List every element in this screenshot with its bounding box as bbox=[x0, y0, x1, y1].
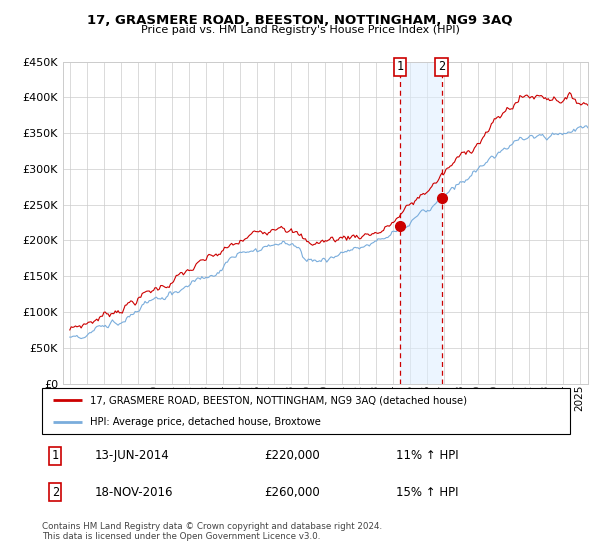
Text: £260,000: £260,000 bbox=[264, 486, 320, 498]
Text: 2: 2 bbox=[52, 486, 59, 498]
Text: Contains HM Land Registry data © Crown copyright and database right 2024.
This d: Contains HM Land Registry data © Crown c… bbox=[42, 522, 382, 542]
Text: 2: 2 bbox=[438, 60, 445, 73]
Bar bbox=[400, 62, 442, 384]
Text: 17, GRASMERE ROAD, BEESTON, NOTTINGHAM, NG9 3AQ: 17, GRASMERE ROAD, BEESTON, NOTTINGHAM, … bbox=[87, 14, 513, 27]
Text: 1: 1 bbox=[52, 449, 59, 462]
Text: 13-JUN-2014: 13-JUN-2014 bbox=[95, 449, 170, 462]
Text: 15% ↑ HPI: 15% ↑ HPI bbox=[396, 486, 458, 498]
Text: Price paid vs. HM Land Registry's House Price Index (HPI): Price paid vs. HM Land Registry's House … bbox=[140, 25, 460, 35]
Text: 11% ↑ HPI: 11% ↑ HPI bbox=[396, 449, 458, 462]
Text: 17, GRASMERE ROAD, BEESTON, NOTTINGHAM, NG9 3AQ (detached house): 17, GRASMERE ROAD, BEESTON, NOTTINGHAM, … bbox=[89, 395, 467, 405]
Text: 18-NOV-2016: 18-NOV-2016 bbox=[95, 486, 173, 498]
Text: 1: 1 bbox=[397, 60, 404, 73]
FancyBboxPatch shape bbox=[42, 388, 570, 434]
Text: £220,000: £220,000 bbox=[264, 449, 320, 462]
Text: HPI: Average price, detached house, Broxtowe: HPI: Average price, detached house, Brox… bbox=[89, 417, 320, 427]
